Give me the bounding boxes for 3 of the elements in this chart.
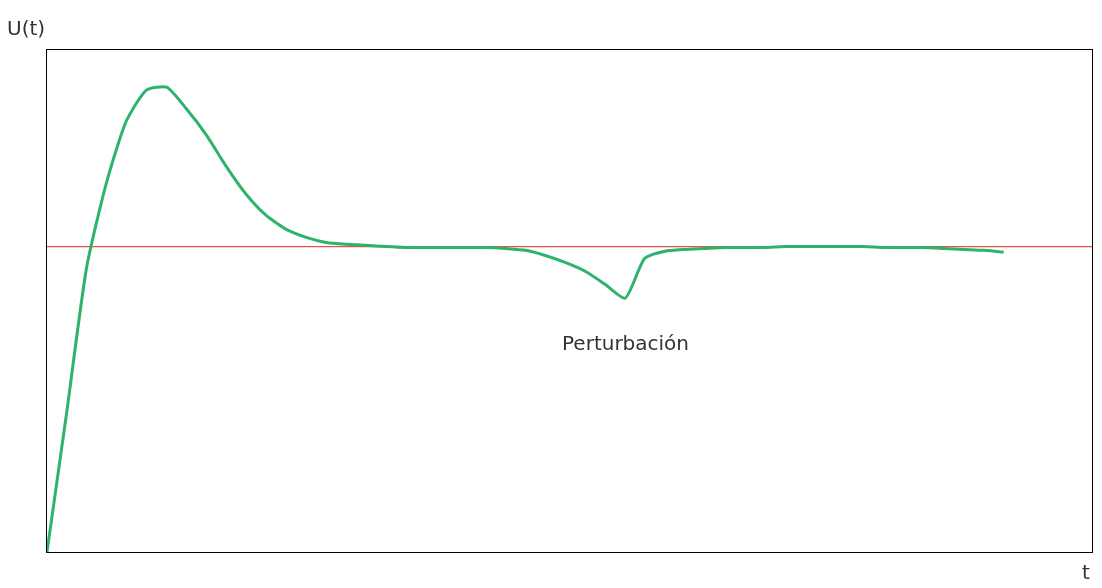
- y-axis-title: U(t): [7, 16, 46, 40]
- annotation: Perturbación: [562, 331, 690, 355]
- x-axis-title: t: [1082, 560, 1090, 584]
